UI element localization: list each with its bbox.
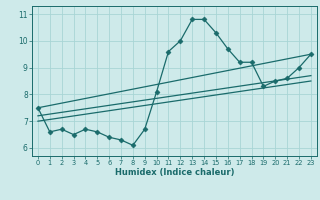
X-axis label: Humidex (Indice chaleur): Humidex (Indice chaleur) — [115, 168, 234, 177]
